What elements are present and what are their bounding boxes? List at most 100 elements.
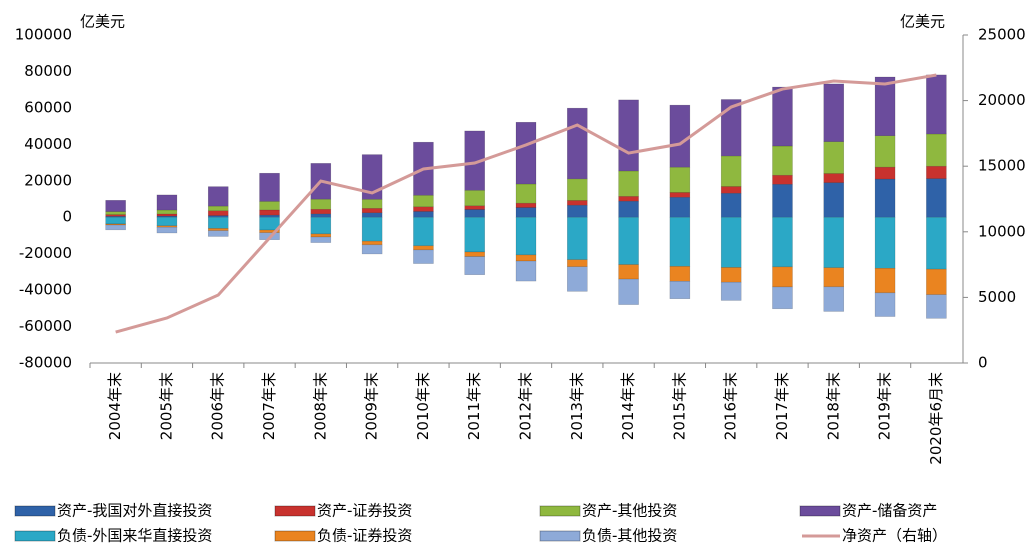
bar-segment (259, 172, 280, 202)
bar-segment (823, 83, 845, 142)
y2-axis-label: 亿美元 (900, 13, 945, 31)
legend-label: 资产-我国对外直接投资 (57, 502, 212, 520)
bar-segment (567, 259, 588, 267)
bar-segment (720, 216, 742, 268)
x-tick-label: 2008年末 (311, 372, 329, 440)
y2-tick-label: 0 (978, 354, 988, 372)
bar-segment (720, 99, 742, 157)
bar-segment (926, 268, 947, 295)
bar-segment (105, 224, 126, 231)
bar-segment (464, 209, 485, 218)
bar-segment (926, 178, 947, 218)
legend-swatch (539, 530, 581, 542)
x-tick-label: 2015年末 (670, 372, 688, 440)
bar-segment (567, 107, 588, 180)
y-tick-label: 60000 (24, 98, 72, 116)
bar-segment (105, 200, 126, 212)
bar-segment (207, 186, 229, 207)
legend-label: 负债-证券投资 (317, 527, 412, 545)
bar-segment (515, 216, 537, 256)
y-tick-label: 20000 (24, 171, 72, 189)
y2-tick-label: 5000 (978, 288, 1016, 306)
legend-label: 净资产（右轴） (842, 527, 947, 545)
bar-segment (618, 216, 639, 265)
bar-segment (823, 182, 845, 218)
bar-segment (874, 166, 896, 180)
bar-segment (156, 226, 178, 234)
legend-swatch (274, 530, 316, 542)
legend-label: 负债-外国来华直接投资 (57, 527, 212, 545)
bar-segment (105, 211, 126, 215)
bar-segment (926, 294, 947, 319)
legend-swatch (274, 505, 316, 517)
bar-segment (669, 266, 691, 282)
bar-segment (207, 216, 229, 229)
legend-label: 负债-其他投资 (582, 527, 677, 545)
bar-segment (515, 183, 537, 204)
bar-segment (874, 135, 896, 168)
bar-segment (310, 213, 332, 218)
bar-segment (618, 264, 639, 280)
x-tick-label: 2012年末 (517, 372, 535, 440)
bar-segment (720, 267, 742, 283)
bar-segment (105, 214, 126, 217)
bar-segment (515, 254, 537, 262)
bar-segment (515, 260, 537, 282)
bar-segment (567, 200, 588, 206)
bar-segment (413, 216, 434, 247)
legend-swatch (799, 505, 841, 517)
bar-segment (361, 199, 383, 209)
bar-segment (515, 121, 537, 185)
bar-segment (361, 154, 383, 200)
bar-segment (823, 267, 845, 288)
bar-segment (772, 216, 793, 268)
bar-segment (618, 278, 639, 305)
bar-segment (720, 192, 742, 218)
bar-segment (310, 198, 332, 210)
bar-segment (464, 205, 485, 210)
x-tick-label: 2018年末 (824, 372, 842, 440)
bar-segment (618, 196, 639, 202)
y-tick-label: 0 (62, 208, 72, 226)
legend-label: 资产-证券投资 (317, 502, 412, 520)
bar-segment (259, 214, 280, 218)
bar-segment (361, 212, 383, 218)
y2-tick-label: 25000 (978, 26, 1026, 44)
bar-segment (772, 266, 793, 288)
y-tick-label: 80000 (24, 62, 72, 80)
legend-swatch (14, 530, 56, 542)
x-tick-label: 2007年末 (260, 372, 278, 440)
bar-segment (720, 281, 742, 301)
bar-segment (156, 209, 178, 215)
bar-segment (874, 216, 896, 269)
bar-segment (413, 245, 434, 251)
bar-segment (310, 208, 332, 215)
bar-segment (361, 208, 383, 213)
bar-segment (874, 267, 896, 294)
bar-segment (515, 207, 537, 218)
bar-segment (772, 286, 793, 310)
bar-segment (720, 155, 742, 187)
bar-segment (259, 229, 280, 233)
y-axis-label: 亿美元 (80, 13, 125, 31)
bar-segment (669, 216, 691, 267)
bar-segment (874, 178, 896, 218)
bar-segment (259, 201, 280, 211)
net-line (115, 73, 937, 334)
bar-segment (464, 190, 485, 207)
legend-swatch (539, 505, 581, 517)
bar-segment (618, 99, 639, 172)
x-tick-label: 2004年末 (106, 372, 124, 440)
bar-segment (874, 76, 896, 136)
x-tick-label: 2009年末 (363, 372, 381, 440)
bar-segment (567, 178, 588, 201)
bar-segment (669, 192, 691, 198)
bar-segment (926, 74, 947, 135)
x-tick-label: 2014年末 (619, 372, 637, 440)
x-tick-label: 2011年末 (465, 372, 483, 440)
bar-segment (413, 249, 434, 264)
bar-segment (823, 216, 845, 268)
y-tick-label: -20000 (19, 244, 72, 262)
x-tick-label: 2019年末 (876, 372, 894, 440)
bar-segment (823, 286, 845, 312)
